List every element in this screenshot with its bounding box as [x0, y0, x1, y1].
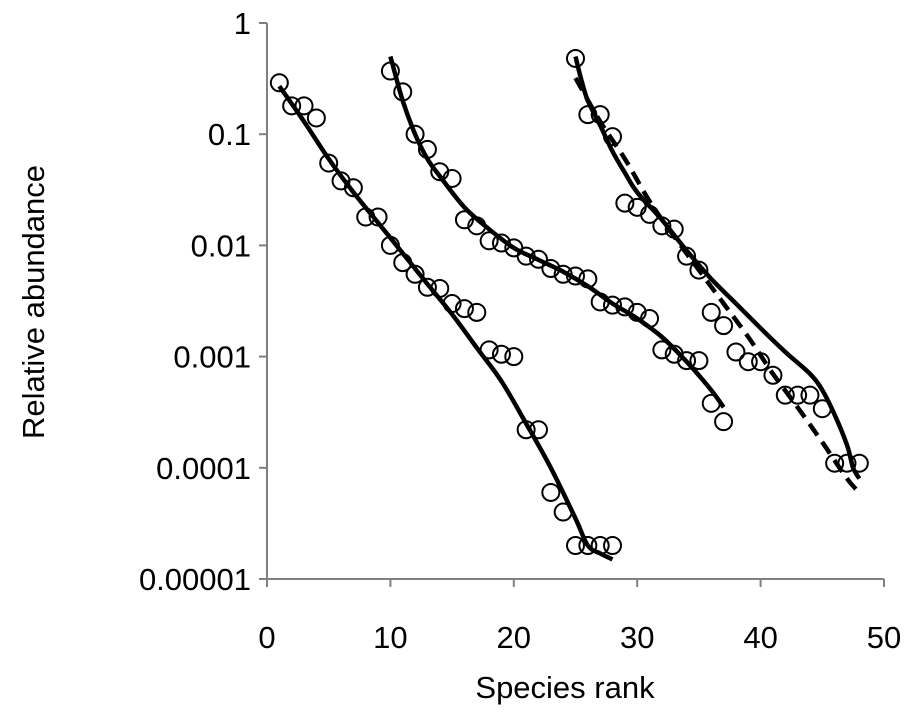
data-point — [479, 231, 499, 251]
data-point — [689, 260, 709, 280]
data-point — [627, 302, 647, 322]
x-tick-label: 30 — [620, 620, 654, 655]
data-point — [578, 105, 598, 125]
data-point — [677, 246, 697, 266]
data-point — [652, 216, 672, 236]
data-point — [393, 82, 413, 102]
data-point — [566, 266, 585, 286]
data-point — [454, 299, 474, 319]
data-point — [417, 277, 437, 297]
x-axis-label: Species rank — [475, 670, 655, 705]
data-point — [294, 96, 314, 116]
data-point — [380, 235, 400, 255]
data-point — [800, 385, 820, 405]
data-point — [430, 278, 450, 298]
data-point — [467, 302, 487, 322]
data-point — [677, 351, 697, 371]
data-point — [664, 219, 684, 239]
data-point — [306, 108, 326, 128]
data-point — [417, 139, 437, 159]
data-point — [689, 351, 709, 371]
data-point — [380, 61, 400, 81]
data-point — [726, 342, 746, 362]
data-point — [615, 193, 635, 213]
x-tick-label: 20 — [497, 620, 531, 655]
data-point — [528, 420, 548, 440]
data-point — [442, 168, 462, 188]
x-tick-label: 40 — [743, 620, 777, 655]
data-point — [454, 210, 474, 230]
series-layer — [269, 48, 869, 562]
data-point — [528, 249, 548, 269]
data-point — [837, 453, 857, 473]
x-tick-label: 50 — [867, 620, 901, 655]
data-point — [491, 233, 511, 253]
data-point — [664, 344, 684, 364]
y-tick-label: 0.1 — [208, 117, 251, 152]
data-point — [566, 48, 585, 68]
data-point — [615, 297, 635, 317]
data-point — [849, 453, 869, 473]
y-tick-label: 0.001 — [173, 340, 251, 375]
data-point — [603, 127, 623, 147]
y-tick-label: 1 — [234, 6, 251, 41]
data-point — [541, 482, 561, 502]
data-point — [516, 246, 536, 266]
fitted-line-3 — [388, 55, 726, 409]
data-point — [652, 340, 672, 360]
data-point — [751, 352, 771, 372]
data-point — [590, 536, 610, 556]
data-point — [640, 309, 660, 329]
data-point — [541, 258, 561, 278]
x-tick-label: 10 — [373, 620, 407, 655]
point-series-2 — [380, 61, 734, 432]
data-point — [578, 536, 598, 556]
data-point — [701, 302, 721, 322]
data-point — [491, 344, 511, 364]
data-point — [368, 207, 388, 227]
data-point — [319, 153, 339, 173]
y-tick-label: 0.0001 — [156, 451, 251, 486]
data-point — [714, 412, 734, 432]
point-series-0 — [269, 73, 623, 556]
fitted-line-1 — [277, 84, 614, 562]
data-point — [504, 347, 524, 367]
data-point — [516, 420, 536, 440]
data-point — [788, 385, 808, 405]
data-point — [812, 399, 832, 419]
x-tick-label: 0 — [258, 620, 275, 655]
data-point — [343, 178, 363, 198]
data-point — [590, 105, 610, 125]
data-point — [442, 294, 462, 314]
data-point — [393, 253, 413, 273]
data-point — [282, 96, 302, 116]
data-point — [467, 216, 487, 236]
data-point — [738, 352, 758, 372]
data-point — [763, 365, 783, 385]
data-point — [269, 73, 289, 93]
data-point — [566, 536, 585, 556]
data-point — [825, 453, 845, 473]
y-tick-label: 0.00001 — [139, 562, 251, 597]
data-point — [405, 264, 425, 284]
data-point — [553, 264, 573, 284]
data-point — [714, 316, 734, 336]
y-tick-label: 0.01 — [191, 228, 251, 263]
data-point — [603, 295, 623, 315]
data-point — [775, 385, 795, 405]
data-point — [603, 536, 623, 556]
y-axis-label: Relative abundance — [16, 165, 51, 439]
fitted-dashed-line-6 — [573, 76, 861, 495]
point-series-4 — [566, 48, 869, 473]
data-point — [356, 207, 376, 227]
data-point — [553, 502, 573, 522]
data-point — [640, 204, 660, 224]
data-point — [479, 340, 499, 360]
data-point — [578, 269, 598, 289]
data-point — [590, 292, 610, 312]
data-point — [701, 393, 721, 413]
data-point — [405, 124, 425, 144]
